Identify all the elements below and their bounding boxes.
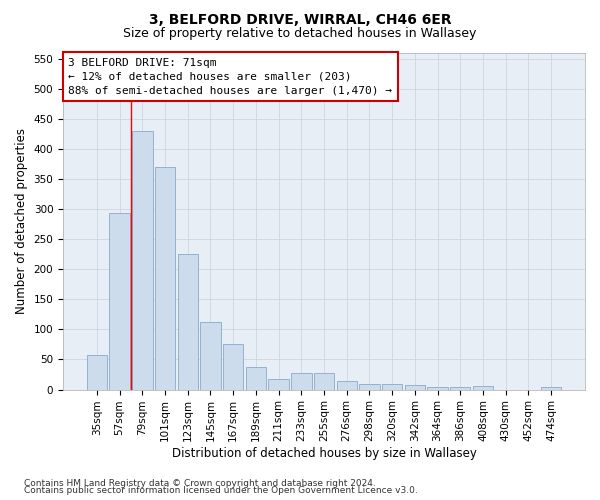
Text: 3, BELFORD DRIVE, WIRRAL, CH46 6ER: 3, BELFORD DRIVE, WIRRAL, CH46 6ER: [149, 12, 451, 26]
X-axis label: Distribution of detached houses by size in Wallasey: Distribution of detached houses by size …: [172, 447, 476, 460]
Bar: [450, 387, 470, 390]
Y-axis label: Number of detached properties: Number of detached properties: [15, 128, 28, 314]
Bar: [155, 168, 175, 390]
Text: Contains public sector information licensed under the Open Government Licence v3: Contains public sector information licen…: [24, 486, 418, 495]
Bar: [473, 386, 493, 390]
Bar: [314, 374, 334, 390]
Bar: [109, 213, 130, 390]
Bar: [268, 380, 289, 390]
Text: Contains HM Land Registry data © Crown copyright and database right 2024.: Contains HM Land Registry data © Crown c…: [24, 478, 376, 488]
Bar: [404, 386, 425, 390]
Bar: [245, 366, 266, 390]
Bar: [337, 380, 357, 390]
Bar: [382, 384, 403, 390]
Bar: [87, 356, 107, 390]
Bar: [178, 254, 198, 390]
Bar: [427, 387, 448, 390]
Bar: [359, 384, 380, 390]
Bar: [200, 322, 221, 390]
Bar: [291, 374, 311, 390]
Text: Size of property relative to detached houses in Wallasey: Size of property relative to detached ho…: [124, 28, 476, 40]
Text: 3 BELFORD DRIVE: 71sqm
← 12% of detached houses are smaller (203)
88% of semi-de: 3 BELFORD DRIVE: 71sqm ← 12% of detached…: [68, 58, 392, 96]
Bar: [132, 131, 152, 390]
Bar: [541, 386, 561, 390]
Bar: [223, 344, 244, 390]
